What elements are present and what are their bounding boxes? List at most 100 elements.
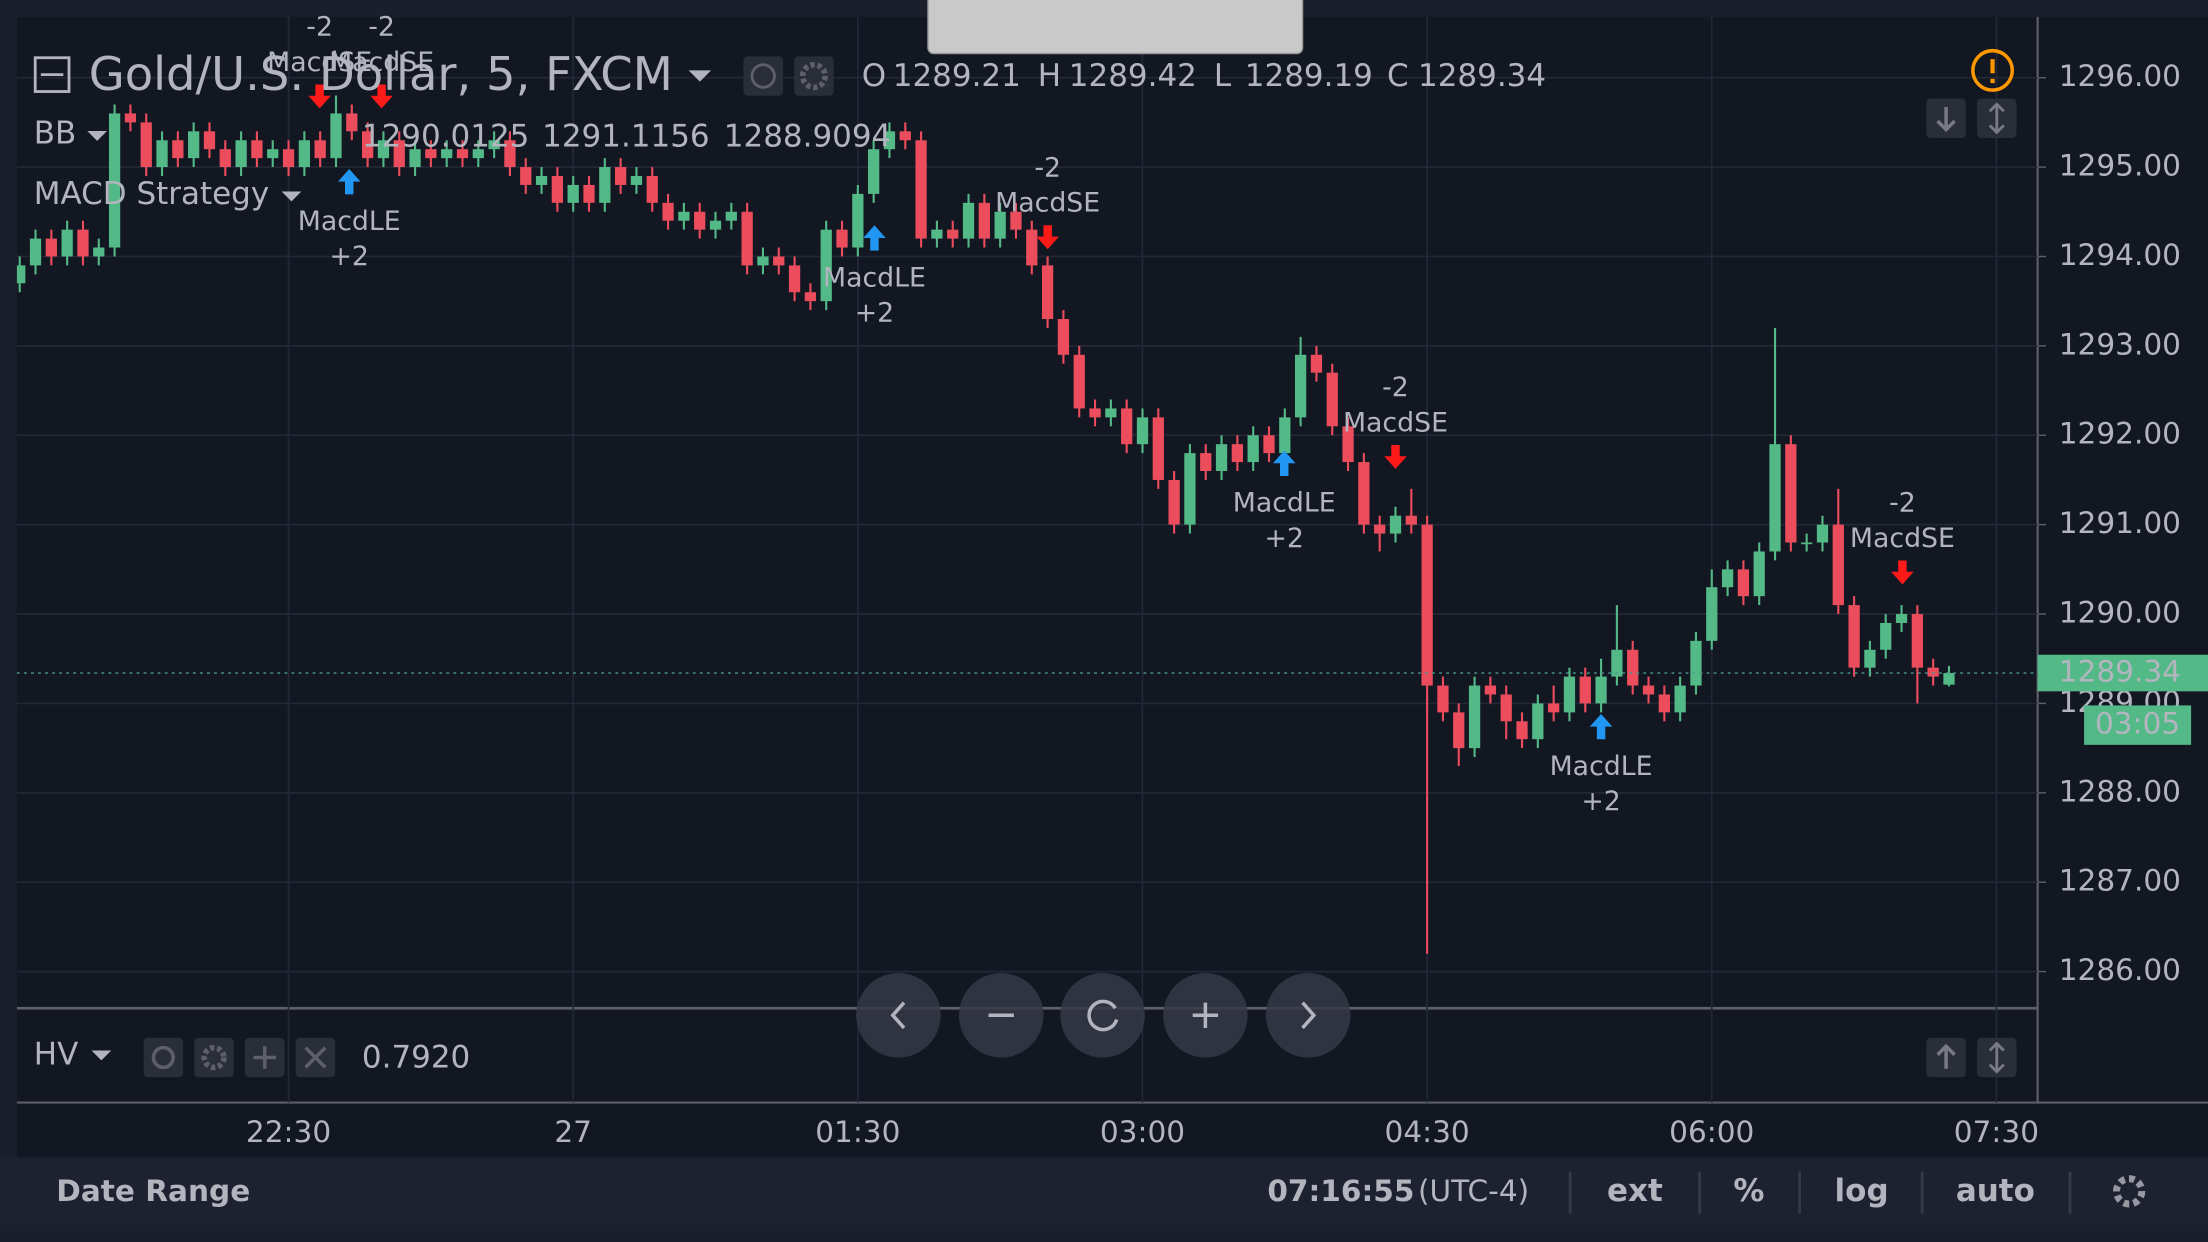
- y-tick-label: 1296.00: [2059, 59, 2181, 93]
- candle-body: [883, 131, 896, 150]
- candle-body: [1721, 569, 1734, 588]
- x-tick-label: 27: [554, 1115, 592, 1149]
- candle-body: [1389, 515, 1402, 534]
- candle-body: [504, 140, 516, 168]
- candle-body: [1880, 622, 1892, 650]
- candle-body: [1500, 694, 1512, 722]
- signal-qty: +2: [330, 241, 369, 272]
- exit-fullscreen-button[interactable]: [927, 0, 1304, 55]
- candle-body: [820, 229, 832, 302]
- x-tick-label: 06:00: [1669, 1115, 1754, 1149]
- signal-arrow: [1272, 450, 1296, 476]
- plus-icon: [253, 1046, 276, 1069]
- signal-qty: -2: [1889, 488, 1916, 519]
- strategy-dropdown[interactable]: [281, 191, 302, 202]
- candle-body: [1200, 453, 1212, 472]
- scroll-left[interactable]: [856, 973, 941, 1058]
- candle-body: [314, 140, 326, 159]
- last-price-label: 1289.34: [2059, 655, 2181, 689]
- candle-body: [1895, 614, 1908, 623]
- toolbar-button[interactable]: log: [1835, 1173, 1889, 1209]
- candle-body: [1247, 435, 1259, 463]
- nav-glyphs: [890, 999, 1317, 1032]
- toolbar-button[interactable]: %: [1733, 1173, 1764, 1209]
- candle-body: [1864, 649, 1876, 668]
- candle-body: [456, 149, 469, 159]
- candle-body: [1089, 408, 1101, 418]
- hv-dropdown[interactable]: [91, 1050, 112, 1061]
- candle-body: [1595, 676, 1607, 704]
- candle-body: [93, 247, 105, 257]
- candle-body: [662, 202, 674, 221]
- candle-body: [16, 265, 26, 284]
- candle-body: [251, 140, 263, 159]
- y-tick-label: 1290.00: [2059, 596, 2181, 630]
- candle-body: [346, 113, 358, 132]
- x-tick-label: 04:30: [1385, 1115, 1470, 1149]
- candle-body: [788, 265, 801, 293]
- ohlc-letter: H: [1038, 58, 1061, 94]
- candle-body: [947, 229, 959, 239]
- eye-button[interactable]: [743, 56, 783, 96]
- candle-body: [615, 167, 627, 185]
- hv-eye[interactable]: [143, 1037, 184, 1078]
- candle-body: [1690, 640, 1702, 686]
- arrow-icons: [1936, 107, 1956, 1069]
- candle-body: [1911, 614, 1923, 668]
- toolbar-button[interactable]: ext: [1607, 1173, 1663, 1209]
- candle-body: [978, 202, 990, 239]
- candle-body: [1121, 408, 1133, 445]
- candle-body: [1548, 703, 1560, 713]
- strategy-name: MACD Strategy: [34, 176, 269, 212]
- countdown-box: [2084, 705, 2192, 745]
- bb-value: 1291.1156: [542, 118, 709, 154]
- signal-arrow: [1384, 444, 1407, 469]
- candle-body: [1152, 417, 1164, 480]
- signal-arrow: [370, 84, 393, 109]
- scroll-right[interactable]: [1265, 973, 1351, 1058]
- x-tick-label: 07:30: [1954, 1115, 2039, 1149]
- warning-icon[interactable]: [1971, 48, 2015, 92]
- symbol-dropdown[interactable]: [688, 70, 712, 82]
- last-price-box: [2037, 654, 2208, 692]
- symbol-title: Gold/U.S. Dollar, 5, FXCM: [89, 47, 673, 101]
- bb-value: 1290.0125: [362, 118, 529, 154]
- bb-dropdown[interactable]: [87, 130, 108, 141]
- candle-body: [1041, 265, 1054, 320]
- toolbar-button[interactable]: auto: [1956, 1173, 2035, 1209]
- candle-body: [551, 176, 564, 203]
- candle-body: [282, 149, 295, 168]
- reset[interactable]: [1060, 973, 1145, 1058]
- signal-label: MacdSE: [1850, 523, 1955, 554]
- candle-body: [915, 140, 927, 239]
- candle-body: [1294, 354, 1307, 418]
- toolbar-separators: [1568, 1171, 2072, 1214]
- candle-body: [1753, 551, 1765, 597]
- candle-body: [1136, 417, 1149, 445]
- candle-body: [377, 140, 390, 159]
- x-tick-label: 22:30: [246, 1115, 331, 1149]
- candle-body: [45, 238, 57, 257]
- candle-body: [393, 140, 405, 168]
- candle-body: [1231, 444, 1243, 463]
- signal-label: MacdSE: [329, 47, 434, 78]
- countdown-label: 03:05: [2095, 707, 2180, 741]
- candle-body: [235, 140, 247, 168]
- signal-label: MacdLE: [1233, 488, 1336, 519]
- close-icon: [304, 1046, 327, 1069]
- candle-body: [1674, 685, 1686, 713]
- candle-body: [1374, 524, 1386, 534]
- ohlc-letter: O: [862, 58, 886, 94]
- candle-body: [599, 167, 611, 203]
- candle-body: [140, 122, 152, 168]
- candle-body: [1184, 453, 1196, 525]
- settings-gear[interactable]: [2112, 1175, 2146, 1208]
- y-tick-label: 1286.00: [2059, 953, 2181, 987]
- hv-settings[interactable]: [194, 1037, 234, 1078]
- ohlc-value: 1289.19: [1245, 58, 1373, 94]
- collapse-icon[interactable]: [33, 56, 71, 93]
- candle-body: [29, 238, 42, 266]
- clock: 07:16:55: [1267, 1174, 1414, 1208]
- candle-body: [1658, 694, 1670, 713]
